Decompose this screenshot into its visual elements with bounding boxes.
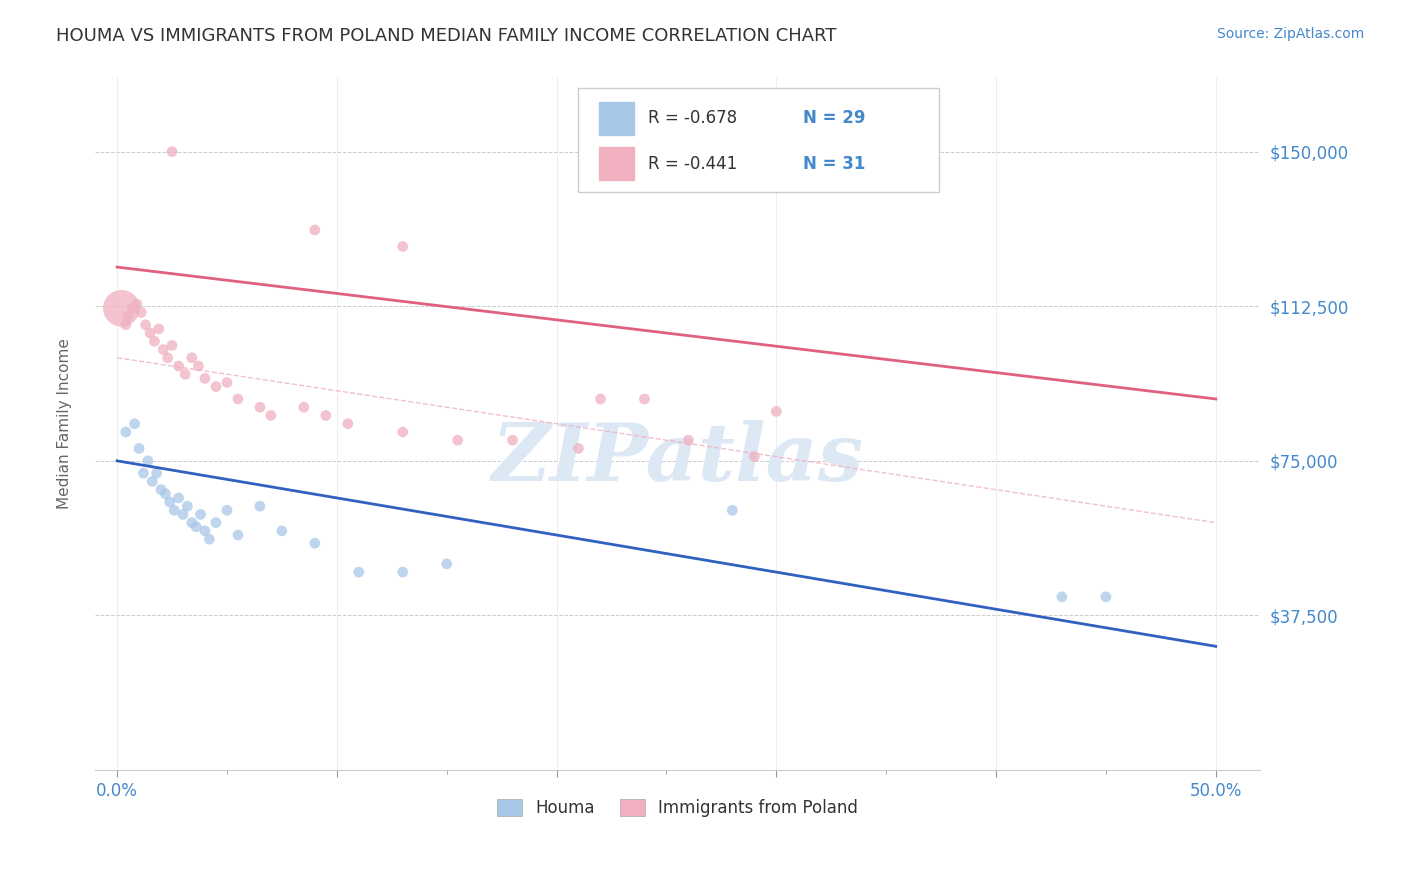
Point — [115, 425, 138, 439]
Point — [148, 322, 170, 336]
Point — [304, 536, 326, 550]
Point — [160, 145, 183, 159]
Point — [180, 351, 202, 365]
Point — [215, 376, 238, 390]
Point — [129, 305, 152, 319]
Point — [190, 508, 212, 522]
Point — [110, 301, 132, 316]
Point — [187, 359, 209, 373]
Point — [167, 359, 190, 373]
Point — [447, 434, 470, 448]
Point — [186, 520, 208, 534]
Point — [226, 392, 249, 406]
Point — [156, 351, 179, 365]
Text: R = -0.678: R = -0.678 — [648, 110, 737, 128]
Point — [198, 532, 221, 546]
Bar — [599, 147, 634, 180]
Point — [141, 475, 163, 489]
Text: ZIPatlas: ZIPatlas — [491, 419, 863, 497]
Legend: Houma, Immigrants from Poland: Houma, Immigrants from Poland — [491, 792, 865, 824]
Point — [292, 401, 315, 415]
Point — [124, 417, 146, 431]
Point — [633, 392, 655, 406]
Point — [135, 318, 157, 332]
Text: N = 31: N = 31 — [803, 155, 866, 173]
Point — [589, 392, 612, 406]
Point — [391, 425, 413, 439]
Point — [742, 450, 765, 464]
Text: HOUMA VS IMMIGRANTS FROM POLAND MEDIAN FAMILY INCOME CORRELATION CHART: HOUMA VS IMMIGRANTS FROM POLAND MEDIAN F… — [56, 27, 837, 45]
Point — [136, 454, 159, 468]
Point — [1050, 590, 1073, 604]
Y-axis label: Median Family Income: Median Family Income — [58, 338, 72, 509]
Point — [125, 297, 148, 311]
Point — [163, 503, 186, 517]
Point — [132, 466, 155, 480]
Point — [502, 434, 524, 448]
Point — [152, 343, 174, 357]
Point — [436, 557, 458, 571]
Point — [215, 503, 238, 517]
Point — [115, 318, 138, 332]
Point — [174, 368, 197, 382]
Point — [160, 338, 183, 352]
Point — [721, 503, 744, 517]
Point — [139, 326, 162, 340]
Text: Source: ZipAtlas.com: Source: ZipAtlas.com — [1216, 27, 1364, 41]
Point — [1095, 590, 1118, 604]
Point — [150, 483, 173, 497]
Point — [678, 434, 700, 448]
Point — [765, 404, 787, 418]
Text: R = -0.441: R = -0.441 — [648, 155, 738, 173]
Point — [167, 491, 190, 505]
Text: N = 29: N = 29 — [803, 110, 866, 128]
Point — [176, 499, 198, 513]
Point — [155, 487, 177, 501]
Point — [249, 401, 271, 415]
Point — [391, 239, 413, 253]
Point — [304, 223, 326, 237]
Point — [194, 371, 217, 385]
Point — [159, 495, 181, 509]
Point — [145, 466, 167, 480]
Point — [128, 442, 150, 456]
Point — [117, 310, 139, 324]
Point — [194, 524, 217, 538]
Point — [121, 301, 143, 316]
Point — [315, 409, 337, 423]
Point — [347, 565, 370, 579]
Point — [270, 524, 292, 538]
Point — [172, 508, 194, 522]
Point — [143, 334, 166, 349]
Point — [205, 379, 228, 393]
Point — [249, 499, 271, 513]
Point — [205, 516, 228, 530]
Point — [336, 417, 359, 431]
FancyBboxPatch shape — [578, 87, 939, 192]
Point — [260, 409, 283, 423]
Bar — [599, 102, 634, 135]
Point — [391, 565, 413, 579]
Point — [567, 442, 589, 456]
Point — [226, 528, 249, 542]
Point — [180, 516, 202, 530]
